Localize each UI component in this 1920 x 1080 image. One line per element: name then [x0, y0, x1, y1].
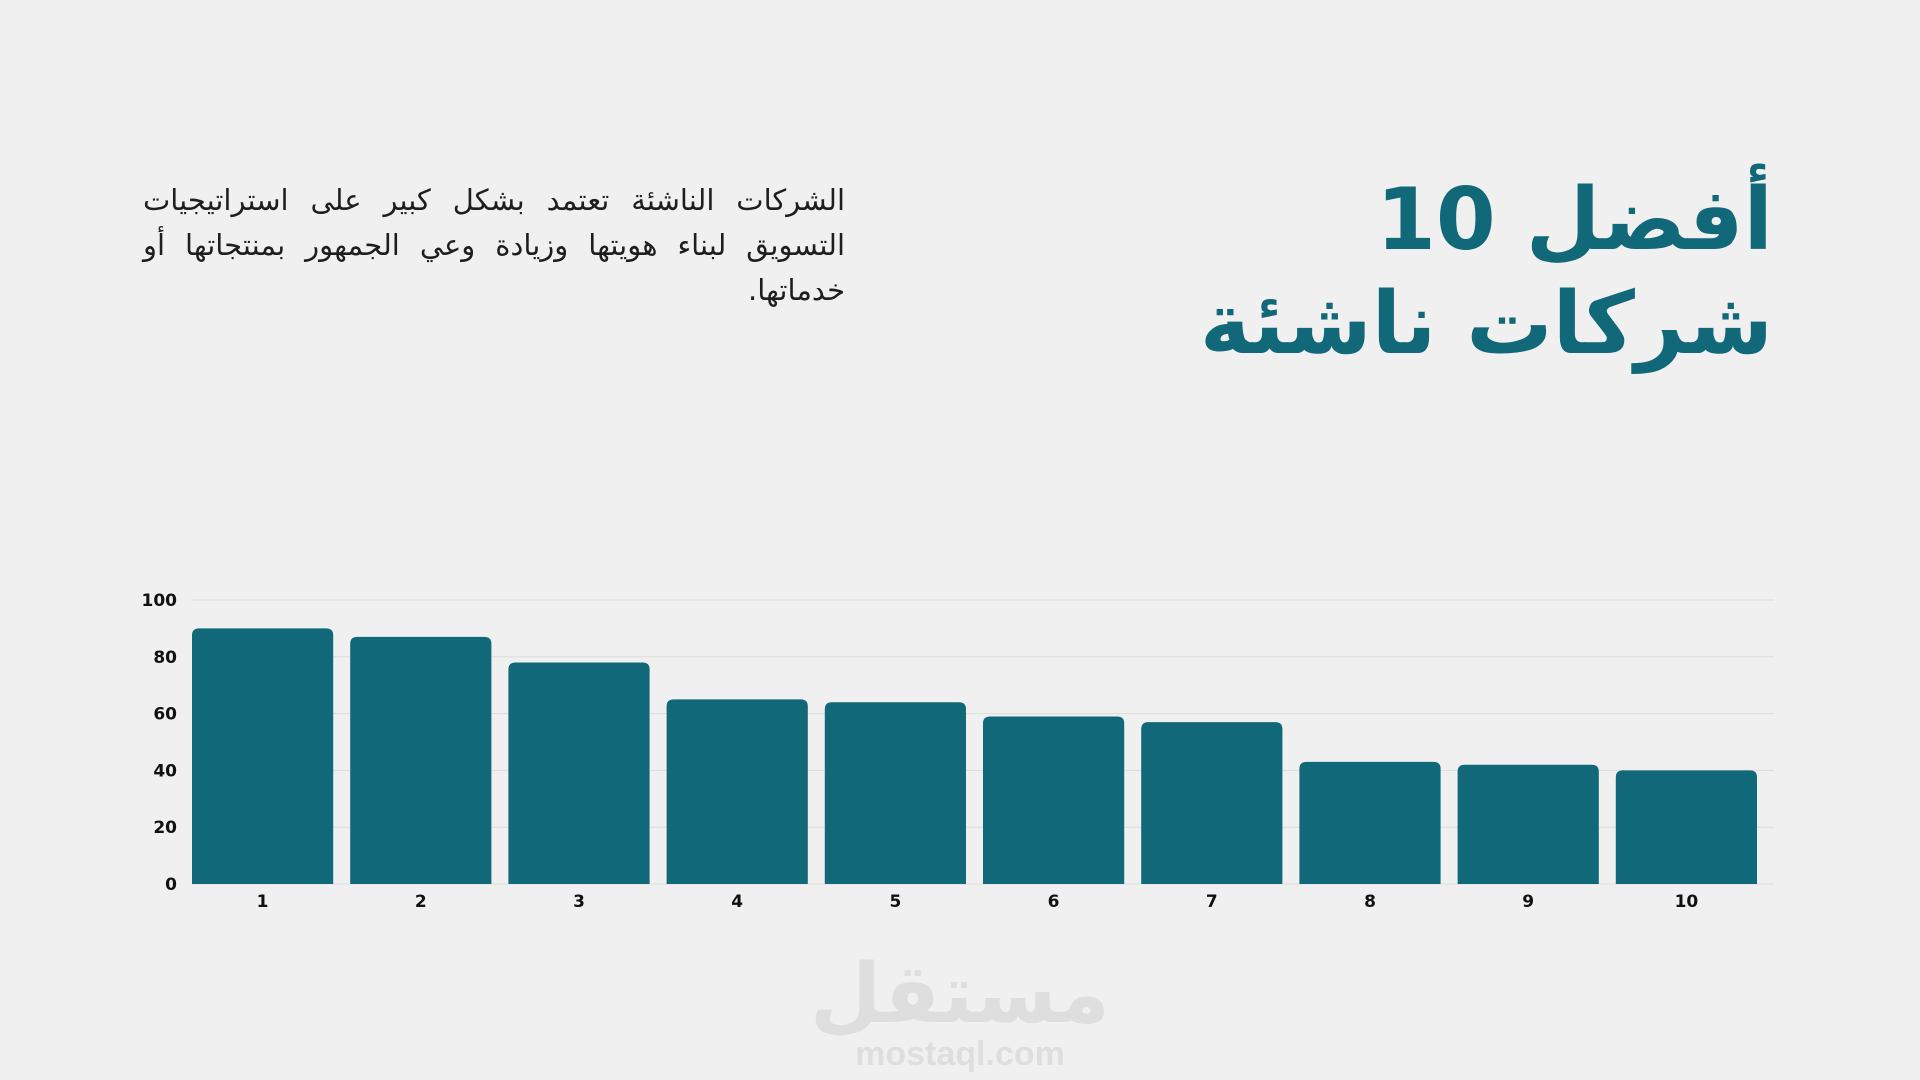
page-title: أفضل 10 شركات ناشئة [1053, 168, 1773, 376]
x-tick-label: 4 [731, 892, 743, 912]
bar-6 [983, 716, 1125, 884]
bar-1 [192, 628, 334, 884]
x-tick-label: 7 [1206, 892, 1218, 912]
y-tick-label: 80 [153, 648, 177, 668]
y-tick-label: 60 [153, 705, 177, 725]
x-tick-label: 9 [1522, 892, 1534, 912]
x-tick-label: 8 [1364, 892, 1376, 912]
description-text: الشركات الناشئة تعتمد بشكل كبير على استر… [143, 183, 845, 307]
y-tick-label: 40 [153, 761, 177, 781]
y-axis-ticks: 0 20 40 60 80 100 [142, 591, 178, 895]
x-tick-label: 3 [573, 892, 585, 912]
y-tick-label: 20 [153, 818, 177, 838]
watermark: مستقل mostaql.com [0, 950, 1920, 1074]
watermark-logo: مستقل [810, 947, 1110, 1042]
bar-5 [824, 702, 966, 884]
x-axis-ticks: 1 2 3 4 5 6 7 8 9 10 [257, 892, 1699, 912]
title-line-2: شركات ناشئة [1199, 274, 1773, 374]
bars-layer [192, 628, 1757, 884]
y-tick-label: 0 [165, 875, 177, 895]
bar-7 [1141, 722, 1283, 884]
x-tick-label: 10 [1675, 892, 1699, 912]
bar-4 [666, 699, 808, 884]
x-tick-label: 1 [257, 892, 269, 912]
x-tick-label: 5 [889, 892, 901, 912]
x-tick-label: 6 [1048, 892, 1060, 912]
bar-9 [1457, 764, 1599, 884]
x-tick-label: 2 [415, 892, 427, 912]
y-tick-label: 100 [142, 591, 178, 611]
bar-2 [350, 636, 492, 884]
bar-3 [508, 662, 650, 884]
title-line-1: أفضل 10 [1376, 170, 1773, 270]
bar-8 [1299, 761, 1441, 884]
watermark-url: mostaql.com [855, 1035, 1065, 1073]
bar-10 [1615, 770, 1757, 884]
